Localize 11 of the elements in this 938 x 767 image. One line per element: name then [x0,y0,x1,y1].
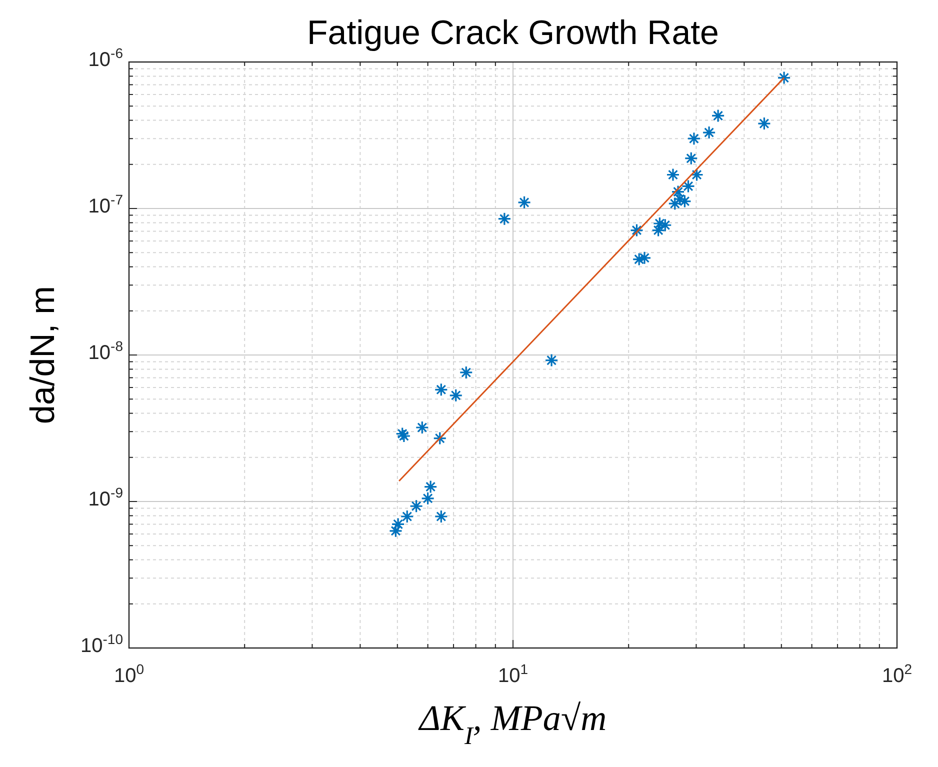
y-tick-label: 10$^{-7}$ [88,192,124,218]
y-tick-label: 10$^{-8}$ [88,338,124,364]
x-axis-title: ΔK$_{I}$, MPa√m [417,698,607,750]
x-tick-label: 10$^{1}$ [498,661,528,687]
chart-title: Fatigue Crack Growth Rate [307,14,719,52]
y-tick-label: 10$^{-10}$ [80,631,124,657]
x-tick-label: 10$^{0}$ [114,661,144,687]
x-tick-label: 10$^{2}$ [882,661,912,687]
y-tick-label: 10$^{-9}$ [88,484,124,510]
y-tick-label: 10$^{-6}$ [88,45,124,71]
y-axis-title: da/dN, m [24,286,62,424]
